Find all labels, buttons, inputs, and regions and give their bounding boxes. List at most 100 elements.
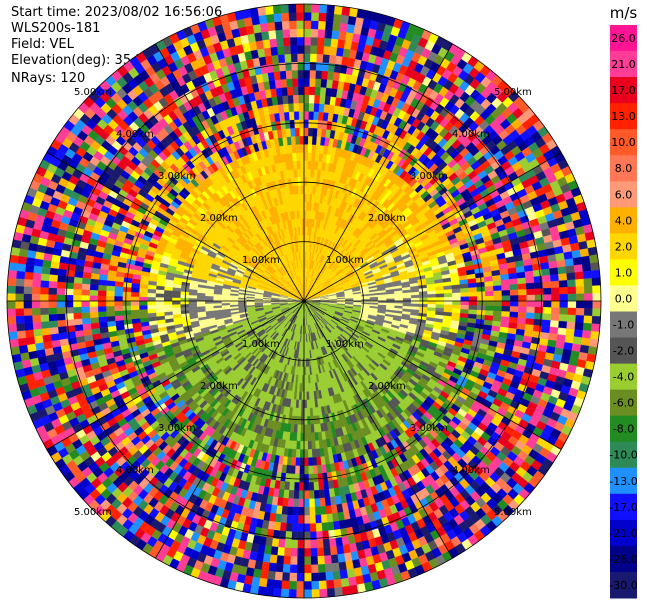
velocity-gate [273, 579, 283, 590]
velocity-gate [493, 300, 503, 307]
velocity-gate [307, 152, 312, 162]
velocity-gate [501, 284, 511, 291]
velocity-gate [435, 297, 445, 302]
velocity-gate [303, 556, 312, 566]
velocity-gate [477, 300, 486, 306]
velocity-gate [526, 300, 536, 308]
velocity-gate [288, 580, 297, 590]
velocity-gate [300, 408, 305, 417]
velocity-gate [336, 545, 345, 555]
velocity-gate [276, 555, 285, 565]
velocity-gate [290, 457, 296, 466]
velocity-gate [567, 279, 577, 288]
velocity-gate [299, 465, 305, 475]
velocity-gate [319, 497, 326, 507]
velocity-gate [452, 304, 461, 310]
velocity-sectors [6, 3, 602, 599]
velocity-gate [564, 258, 575, 267]
velocity-gate [485, 295, 494, 302]
velocity-gate [311, 448, 317, 458]
velocity-gate [328, 538, 337, 548]
velocity-gate [341, 586, 351, 596]
velocity-gate [266, 578, 275, 589]
velocity-gate [294, 465, 300, 475]
velocity-gate [303, 457, 309, 467]
velocity-gate [508, 317, 519, 324]
velocity-gate [460, 300, 470, 306]
velocity-gate [308, 465, 314, 475]
velocity-gate [317, 473, 324, 483]
velocity-gate [476, 305, 486, 311]
velocity-gate [327, 521, 335, 531]
velocity-gate [526, 306, 536, 314]
velocity-gate [313, 490, 320, 499]
velocity-gate [435, 300, 445, 305]
velocity-gate [303, 69, 311, 79]
velocity-gate [540, 262, 550, 270]
velocity-gate [460, 287, 469, 293]
velocity-gate [549, 274, 560, 282]
velocity-gate [309, 506, 316, 516]
velocity-gate [317, 37, 325, 47]
velocity-gate [557, 266, 567, 275]
velocity-gate [435, 293, 445, 298]
velocity-gate [493, 310, 502, 317]
velocity-gate [297, 531, 305, 541]
velocity-gate [501, 295, 511, 302]
velocity-gate [582, 322, 593, 332]
velocity-gate [303, 78, 310, 87]
velocity-gate [303, 432, 308, 442]
velocity-gate [443, 304, 453, 309]
velocity-gate [310, 539, 318, 549]
velocity-gate [510, 295, 519, 302]
velocity-gate [543, 300, 552, 308]
velocity-gate [319, 95, 326, 105]
velocity-gate [524, 270, 534, 278]
velocity-gate [289, 572, 298, 582]
velocity-gate [296, 589, 305, 599]
velocity-gate [303, 465, 309, 475]
velocity-gate [307, 135, 313, 145]
velocity-gate [419, 294, 428, 299]
velocity-gate [309, 86, 316, 96]
velocity-gate [335, 537, 343, 547]
velocity-gate [289, 564, 298, 574]
velocity-gate [303, 152, 309, 161]
velocity-gate [591, 323, 601, 333]
velocity-gate [419, 300, 428, 305]
velocity-gate [308, 473, 314, 483]
velocity-gate [583, 278, 593, 287]
velocity-gate [558, 280, 568, 288]
velocity-gate [534, 288, 544, 296]
velocity-gate [303, 61, 311, 71]
velocity-gate [315, 78, 322, 88]
velocity-gate [320, 514, 328, 524]
velocity-gate [574, 322, 584, 331]
velocity-gate [303, 416, 308, 425]
velocity-gate [460, 309, 469, 315]
velocity-gate [325, 12, 335, 23]
velocity-gate [303, 523, 311, 533]
velocity-gate [299, 474, 305, 483]
velocity-gate [550, 313, 560, 322]
velocity-gate [303, 94, 310, 104]
velocity-gate [296, 432, 301, 442]
velocity-gate [296, 581, 305, 590]
velocity-gate [443, 289, 453, 294]
velocity-gate [459, 283, 469, 289]
velocity-gate [303, 564, 312, 574]
velocity-gate [484, 285, 494, 292]
velocity-gate [541, 268, 551, 277]
velocity-gate [314, 86, 321, 96]
velocity-gate [268, 562, 277, 572]
velocity-gate [410, 294, 420, 299]
elevation-label: Elevation(deg): 35.30 [11, 53, 152, 68]
velocity-gate [307, 144, 313, 153]
velocity-gate [501, 290, 511, 296]
velocity-gate [581, 263, 592, 272]
velocity-gate [309, 531, 317, 541]
velocity-gate [303, 474, 309, 483]
velocity-gate [592, 285, 602, 294]
velocity-gate [580, 337, 591, 347]
velocity-gate [566, 272, 576, 281]
